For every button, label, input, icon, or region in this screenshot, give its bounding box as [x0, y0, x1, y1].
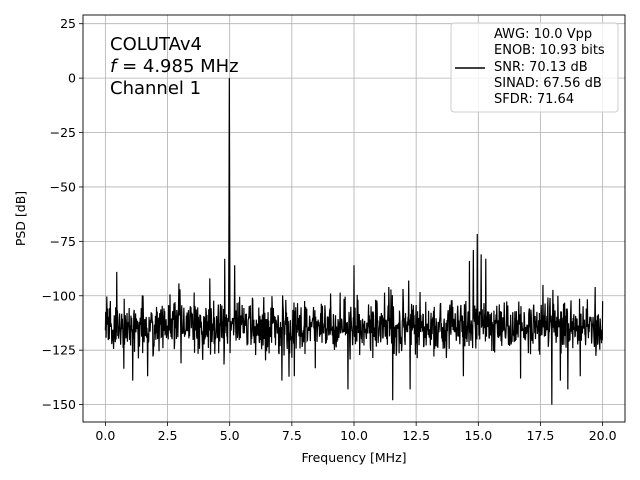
psd-series-line — [104, 78, 604, 405]
x-tick-label: 5.0 — [220, 428, 240, 443]
x-tick-label: 15.0 — [464, 428, 492, 443]
y-tick-label: −150 — [42, 397, 76, 412]
legend-sfdr: SFDR: 71.64 — [494, 92, 574, 107]
x-tick-label: 10.0 — [340, 428, 368, 443]
y-tick-label: −75 — [50, 234, 76, 249]
psd-trace — [104, 78, 604, 405]
x-axis-label: Frequency [MHz] — [301, 450, 406, 465]
annotation-frequency: f = 4.985 MHz — [110, 56, 239, 77]
y-tick-label: 25 — [60, 16, 76, 31]
x-tick-label: 17.5 — [527, 428, 555, 443]
annotation: COLUTAv4 f = 4.985 MHz Channel 1 — [110, 34, 239, 99]
y-tick-label: −125 — [42, 343, 76, 358]
x-tick-label: 7.5 — [282, 428, 302, 443]
y-axis: 25 0 −25 −50 −75 −100 −125 −150 — [42, 16, 83, 412]
legend-box — [450, 22, 619, 113]
y-tick-label: −50 — [50, 179, 76, 194]
legend-snr: SNR: 70.13 dB — [494, 60, 588, 75]
annotation-frequency-value: = 4.985 MHz — [116, 56, 238, 77]
x-tick-label: 20.0 — [589, 428, 617, 443]
annotation-chip: COLUTAv4 — [110, 34, 202, 55]
legend-enob: ENOB: 10.93 bits — [494, 43, 605, 58]
y-tick-label: 0 — [68, 71, 76, 86]
x-tick-label: 12.5 — [402, 428, 430, 443]
x-tick-label: 0.0 — [95, 428, 115, 443]
grid — [83, 15, 625, 422]
y-tick-label: −100 — [42, 288, 76, 303]
legend-sinad: SINAD: 67.56 dB — [494, 76, 602, 91]
x-tick-label: 2.5 — [158, 428, 178, 443]
legend: AWG: 10.0 Vpp ENOB: 10.93 bits SNR: 70.1… — [450, 22, 619, 113]
y-axis-label: PSD [dB] — [13, 191, 28, 246]
legend-awg: AWG: 10.0 Vpp — [494, 27, 592, 42]
annotation-frequency-variable: f — [110, 56, 119, 77]
x-axis: 0.0 2.5 5.0 7.5 10.0 12.5 15.0 17.5 20.0 — [95, 422, 617, 443]
annotation-channel: Channel 1 — [110, 78, 201, 99]
y-tick-label: −25 — [50, 125, 76, 140]
